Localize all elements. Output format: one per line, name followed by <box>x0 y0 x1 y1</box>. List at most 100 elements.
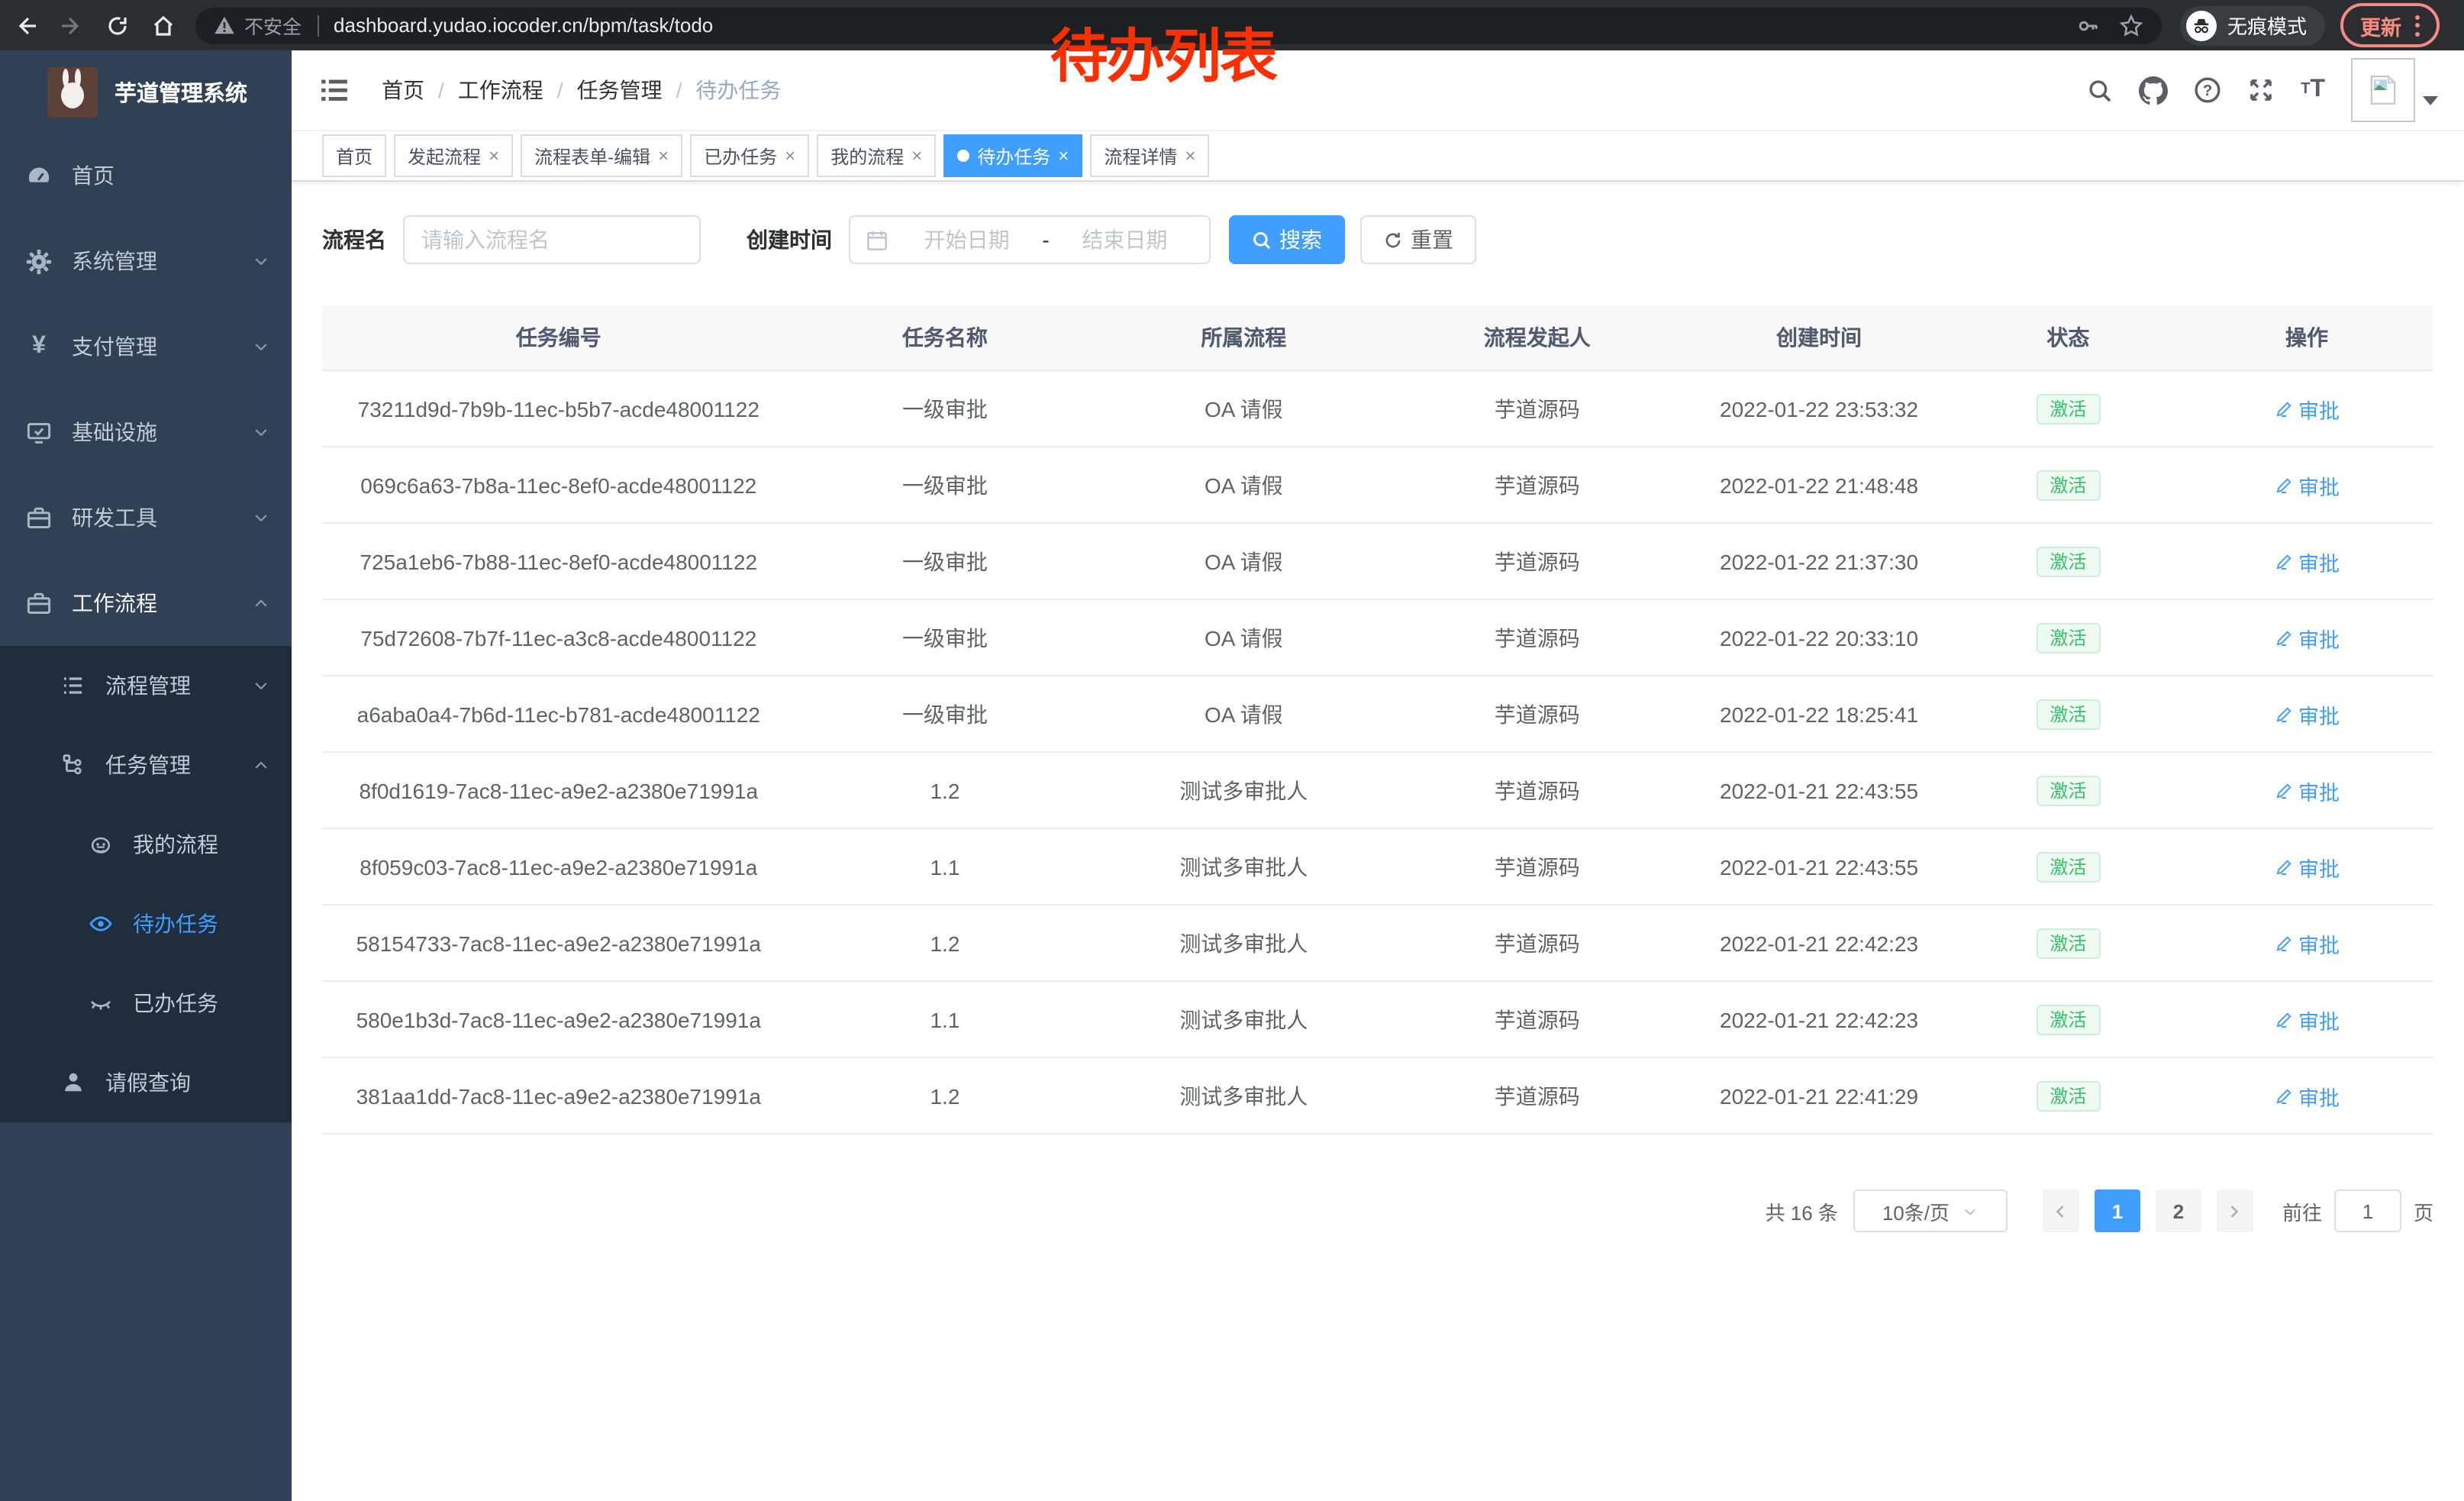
home-icon[interactable] <box>144 5 183 45</box>
approve-link[interactable]: 审批 <box>2274 928 2340 958</box>
status-badge: 激活 <box>2036 1004 2101 1035</box>
end-date-input[interactable] <box>1052 226 1198 253</box>
caret-down-icon[interactable] <box>2423 96 2438 105</box>
start-date-input[interactable] <box>895 226 1040 253</box>
col-process: 所属流程 <box>1095 305 1393 371</box>
starter-cell: 芋道源码 <box>1392 599 1682 676</box>
create-time-label: 创建时间 <box>747 228 832 252</box>
close-icon[interactable]: × <box>489 145 500 166</box>
page-size-select[interactable]: 10条/页 <box>1853 1190 2008 1232</box>
goto-page-input[interactable] <box>2333 1190 2401 1232</box>
prev-page-button[interactable] <box>2042 1190 2079 1232</box>
sidebar-item-payment[interactable]: ¥ 支付管理 <box>0 304 292 389</box>
forward-icon[interactable] <box>52 5 92 45</box>
page-1-button[interactable]: 1 <box>2094 1190 2140 1232</box>
approve-link[interactable]: 审批 <box>2274 775 2340 805</box>
tab-form-edit[interactable]: 流程表单-编辑 × <box>521 134 683 177</box>
sidebar-item-leave-query[interactable]: 请假查询 <box>0 1043 292 1122</box>
close-icon[interactable]: × <box>911 145 923 166</box>
back-icon[interactable] <box>6 5 46 45</box>
next-page-button[interactable] <box>2216 1190 2253 1232</box>
tab-start-process[interactable]: 发起流程 × <box>394 134 514 177</box>
create-time-cell: 2022-01-22 18:25:41 <box>1682 676 1956 753</box>
tab-process-detail[interactable]: 流程详情 × <box>1090 134 1210 177</box>
help-icon[interactable]: ? <box>2194 76 2221 104</box>
sidebar-item-done-tasks[interactable]: 已办任务 <box>0 964 292 1043</box>
approve-link[interactable]: 审批 <box>2274 470 2340 500</box>
approve-link[interactable]: 审批 <box>2274 699 2340 729</box>
sidebar-item-infra[interactable]: 基础设施 <box>0 389 292 475</box>
pencil-icon <box>2275 1012 2291 1027</box>
reload-icon[interactable] <box>98 5 137 45</box>
breadcrumb-home[interactable]: 首页 <box>382 78 424 102</box>
approve-link[interactable]: 审批 <box>2274 393 2340 424</box>
breadcrumb-task-mgmt[interactable]: 任务管理 <box>576 78 663 102</box>
sidebar-item-workflow[interactable]: 工作流程 <box>0 560 292 646</box>
breadcrumb: 首页 / 工作流程 / 任务管理 / 待办任务 <box>382 75 781 105</box>
github-icon[interactable] <box>2139 76 2169 105</box>
calendar-icon <box>866 228 889 251</box>
tab-my-process[interactable]: 我的流程 × <box>817 134 937 177</box>
sidebar-item-home[interactable]: 首页 <box>0 133 292 218</box>
tab-done-tasks[interactable]: 已办任务 × <box>690 134 810 177</box>
approve-link[interactable]: 审批 <box>2274 546 2340 576</box>
starter-cell: 芋道源码 <box>1392 1057 1682 1135</box>
task-name-cell: 一级审批 <box>795 599 1095 676</box>
kebab-menu-icon[interactable] <box>2415 15 2420 36</box>
monitor-icon <box>26 419 52 445</box>
pencil-icon <box>2275 1088 2291 1103</box>
reset-button[interactable]: 重置 <box>1360 215 1476 264</box>
approve-link[interactable]: 审批 <box>2274 1080 2340 1111</box>
search-button[interactable]: 搜索 <box>1229 215 1345 264</box>
sidebar-item-system[interactable]: 系统管理 <box>0 218 292 304</box>
status-badge: 激活 <box>2036 1080 2101 1111</box>
process-name-input[interactable] <box>403 215 701 264</box>
sidebar-item-label: 工作流程 <box>72 591 157 615</box>
pencil-icon <box>2275 783 2291 798</box>
status-badge: 激活 <box>2036 851 2101 882</box>
page-2-button[interactable]: 2 <box>2155 1190 2201 1232</box>
date-range-picker[interactable]: - <box>849 215 1211 264</box>
star-icon[interactable] <box>2119 13 2143 37</box>
table-row: 8f0d1619-7ac8-11ec-a9e2-a2380e71991a 1.2… <box>322 752 2433 829</box>
fullscreen-icon[interactable] <box>2247 76 2275 104</box>
close-icon[interactable]: × <box>1058 145 1069 166</box>
sidebar-toggle-icon[interactable] <box>321 78 348 102</box>
tab-label: 发起流程 <box>408 146 482 167</box>
approve-label: 审批 <box>2298 1086 2340 1109</box>
breadcrumb-workflow[interactable]: 工作流程 <box>457 78 543 102</box>
create-time-cell: 2022-01-21 22:42:23 <box>1682 981 1956 1058</box>
not-secure-warning[interactable]: 不安全 <box>214 11 302 40</box>
app-logo-row[interactable]: 芋道管理系统 <box>0 50 292 133</box>
approve-link[interactable]: 审批 <box>2274 622 2340 653</box>
avatar[interactable] <box>2351 58 2415 122</box>
tab-todo-tasks[interactable]: 待办任务 × <box>943 134 1083 177</box>
sidebar-item-todo-tasks[interactable]: 待办任务 <box>0 884 292 964</box>
close-icon[interactable]: × <box>1185 145 1196 166</box>
sidebar-item-task-mgmt[interactable]: 任务管理 <box>0 725 292 805</box>
close-icon[interactable]: × <box>658 145 669 166</box>
key-icon[interactable] <box>2076 13 2101 37</box>
approve-link[interactable]: 审批 <box>2274 1004 2340 1035</box>
approve-link[interactable]: 审批 <box>2274 851 2340 882</box>
close-icon[interactable]: × <box>785 145 796 166</box>
tab-home[interactable]: 首页 <box>322 134 387 177</box>
sidebar-item-my-process[interactable]: 我的流程 <box>0 805 292 884</box>
table-row: 580e1b3d-7ac8-11ec-a9e2-a2380e71991a 1.1… <box>322 981 2433 1058</box>
address-bar[interactable]: 不安全 dashboard.yudao.iocoder.cn/bpm/task/… <box>195 7 2162 44</box>
search-icon[interactable] <box>2087 77 2113 103</box>
incognito-icon <box>2186 10 2217 40</box>
gear-icon <box>26 248 52 274</box>
sidebar-item-process-mgmt[interactable]: 流程管理 <box>0 646 292 725</box>
sidebar-item-label: 流程管理 <box>105 673 191 698</box>
url-text[interactable]: dashboard.yudao.iocoder.cn/bpm/task/todo <box>334 14 714 37</box>
table-row: a6aba0a4-7b6d-11ec-b781-acde48001122 一级审… <box>322 676 2433 753</box>
process-name-label: 流程名 <box>322 228 386 252</box>
pagination: 共 16 条 10条/页 1 2 前往 <box>322 1190 2433 1232</box>
sidebar-item-devtools[interactable]: 研发工具 <box>0 475 292 560</box>
approve-label: 审批 <box>2298 1010 2340 1033</box>
update-button[interactable]: 更新 <box>2340 3 2440 47</box>
breadcrumb-separator: / <box>556 78 563 102</box>
